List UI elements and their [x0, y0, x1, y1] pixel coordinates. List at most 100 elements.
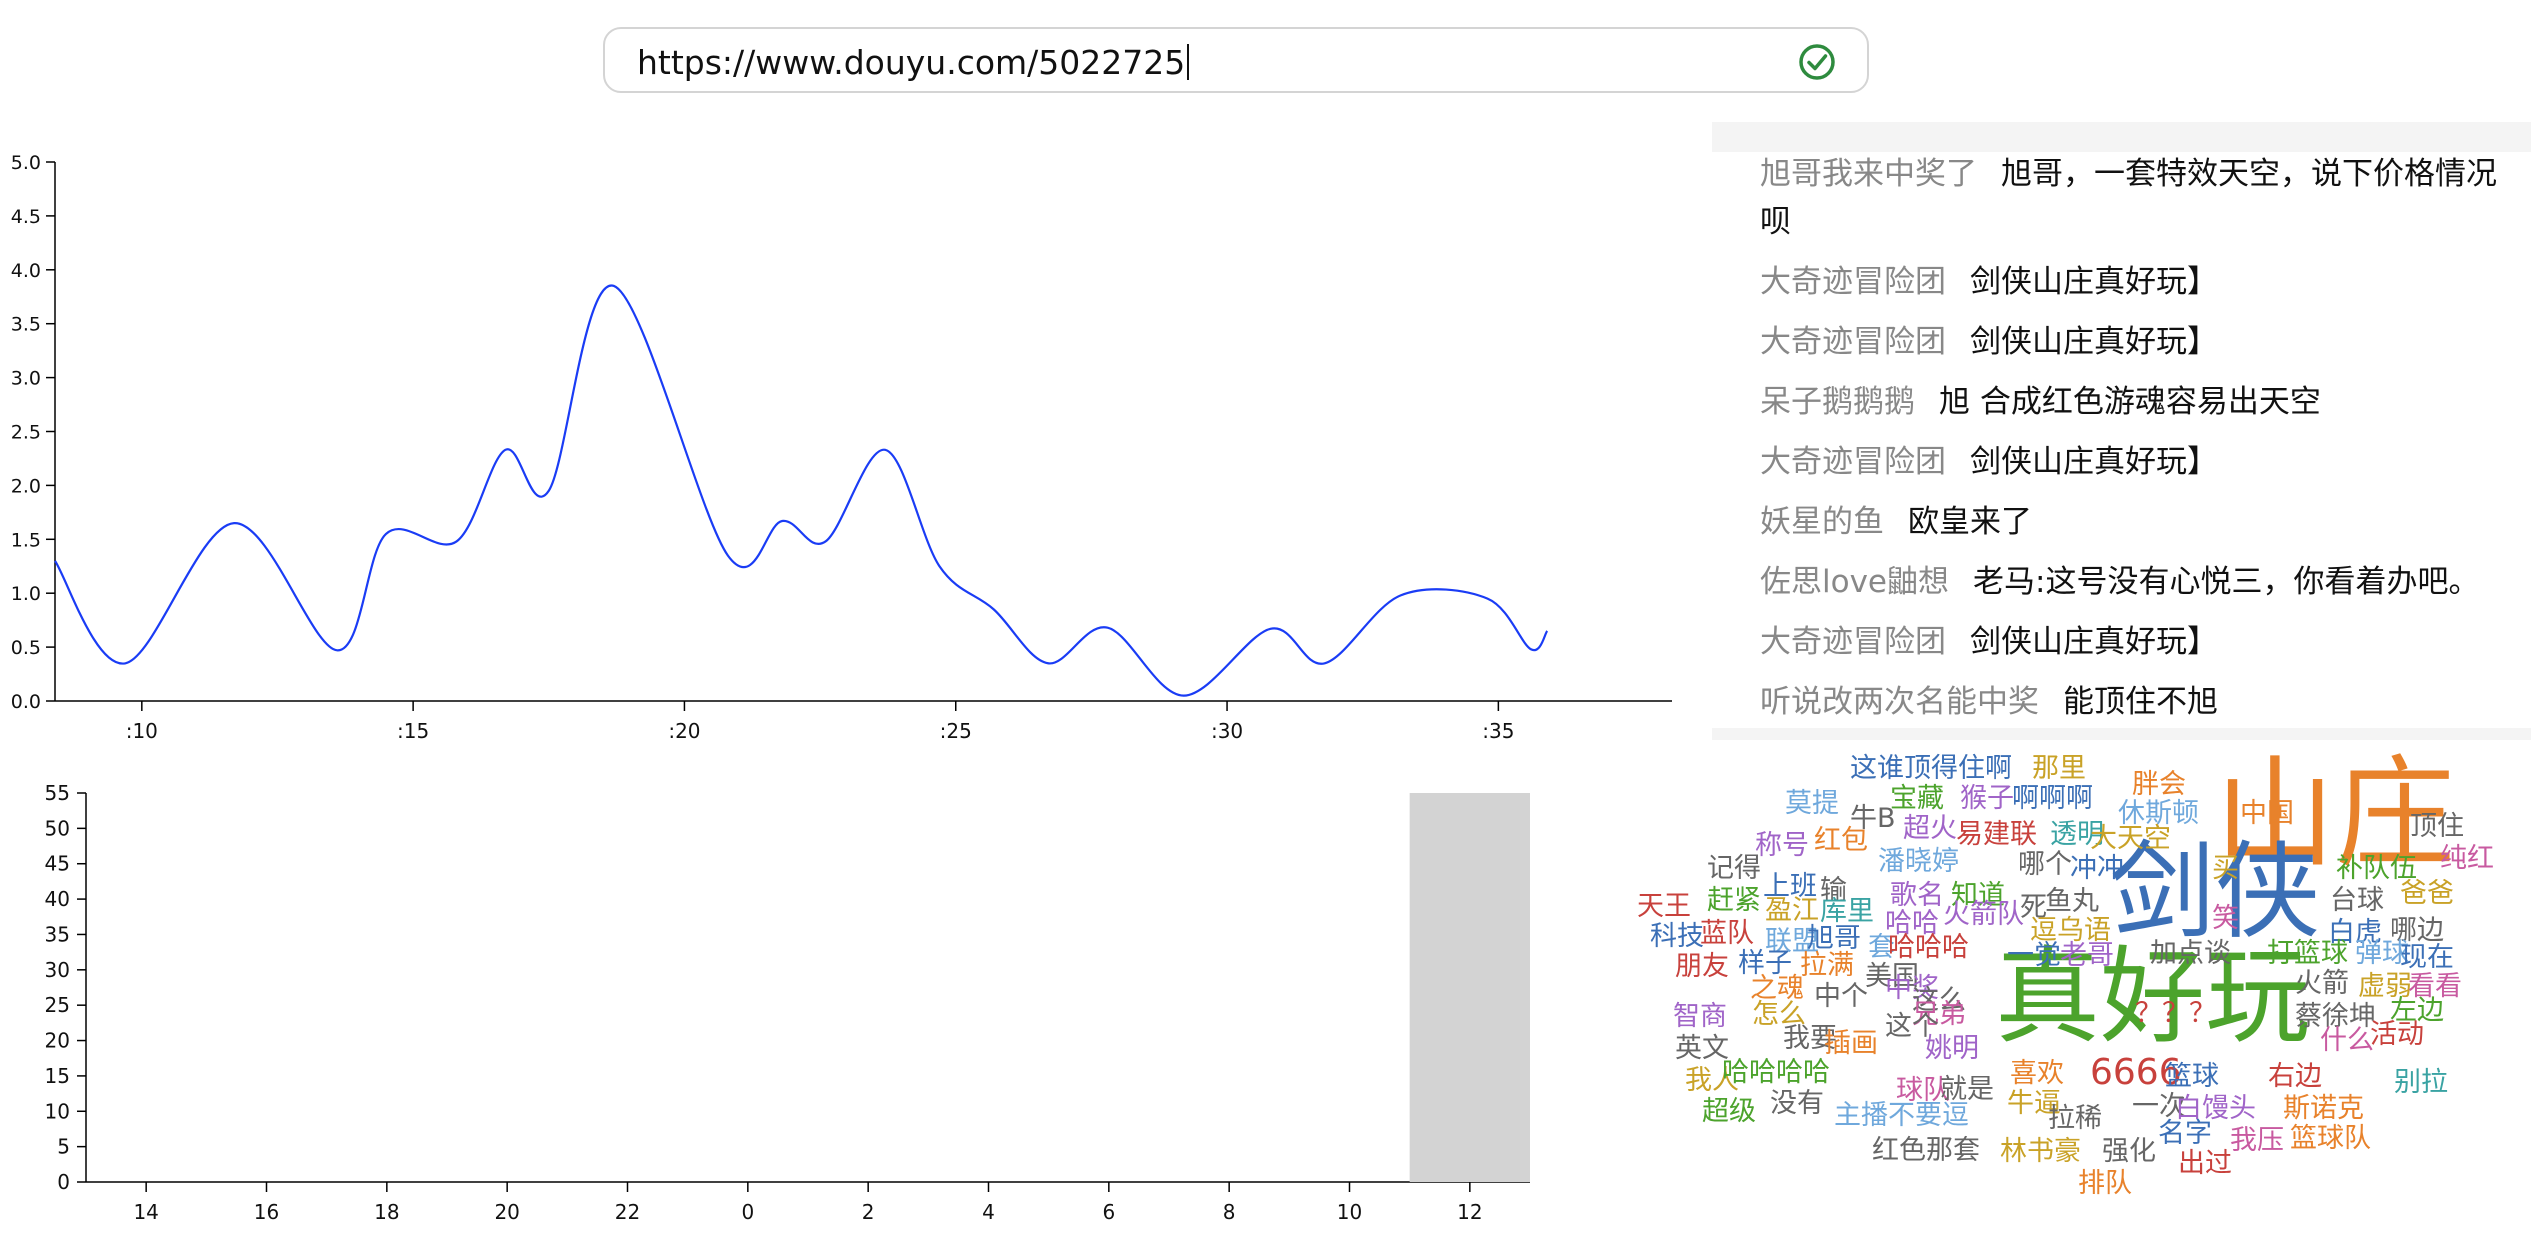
word-cloud-term: 哈哈哈	[1888, 932, 1969, 963]
word-cloud-term: 之魂	[1750, 973, 1804, 1004]
word-cloud-term: 牛B	[1850, 803, 1896, 834]
word-cloud-term: 白虎	[2328, 917, 2382, 948]
comment-username: 大奇迹冒险团	[1760, 264, 1946, 300]
word-cloud-term: 买	[2212, 853, 2239, 884]
x-tick-label: :20	[668, 719, 700, 743]
y-tick-label: 25	[45, 993, 70, 1017]
word-cloud-term: 看看	[2408, 971, 2462, 1002]
comment-text: 剑侠山庄真好玩】	[1970, 264, 2218, 300]
word-cloud-term: 超级	[1702, 1096, 1756, 1127]
word-cloud-term: 中个	[1814, 981, 1868, 1012]
comment-text: 剑侠山庄真好玩】	[1970, 324, 2218, 360]
comment-item: 听说改两次名能中奖 能顶住不旭	[1760, 678, 2511, 726]
x-tick-label: 12	[1457, 1200, 1482, 1224]
word-cloud-term: 没有	[1770, 1088, 1824, 1119]
word-cloud-term: 补队伍	[2336, 853, 2417, 884]
word-cloud-term: 爸爸	[2400, 878, 2454, 909]
word-cloud-term: 活动	[2370, 1019, 2424, 1050]
comment-text: 能顶住不旭	[2063, 684, 2218, 720]
y-tick-label: 55	[45, 781, 70, 805]
comment-list: 旭哥我来中奖了 旭哥，一套特效天空，说下价格情况呗 大奇迹冒险团 剑侠山庄真好玩】 大奇…	[1760, 150, 2511, 738]
word-cloud-term: 赶紧	[1707, 885, 1761, 916]
word-cloud-term: 排队	[2078, 1168, 2132, 1199]
comment-item: 呆子鹅鹅鹅旭 合成红色游魂容易出天空	[1760, 378, 2511, 426]
danmaku-comment-panel[interactable]: 旭哥我来中奖了 旭哥，一套特效天空，说下价格情况呗 大奇迹冒险团 剑侠山庄真好玩】 大奇…	[1712, 122, 2531, 740]
x-tick-label: 22	[615, 1200, 640, 1224]
word-cloud-term: 这么	[1912, 985, 1966, 1016]
comment-username: 大奇迹冒险团	[1760, 324, 1946, 360]
word-cloud-term: 球队	[1896, 1075, 1950, 1106]
word-cloud-term: 火箭	[2295, 968, 2349, 999]
y-tick-label: 1.5	[11, 529, 41, 551]
word-cloud-term: 别拉	[2394, 1067, 2448, 1098]
word-cloud-term: 我压	[2230, 1125, 2284, 1156]
x-tick-label: :10	[126, 719, 158, 743]
comment-item: 大奇迹冒险团 剑侠山庄真好玩】	[1760, 258, 2511, 306]
word-cloud-term: 篮球	[2165, 1061, 2219, 1092]
word-cloud-term: 这个	[1885, 1011, 1939, 1042]
y-tick-label: 0.0	[11, 691, 41, 713]
comment-username: 呆子鹅鹅鹅	[1760, 384, 1915, 420]
word-cloud-term: 易建联	[1956, 819, 2037, 850]
word-cloud-term: 英文	[1675, 1033, 1729, 1064]
word-cloud-term: 胖会	[2132, 769, 2186, 800]
word-cloud-term: 库里	[1820, 896, 1874, 927]
word-cloud-term: 蔡徐坤	[2295, 1001, 2376, 1032]
word-cloud-term: 潘晓婷	[1878, 846, 1959, 877]
word-cloud-term: 啊啊啊	[2012, 783, 2093, 814]
y-tick-label: 10	[45, 1099, 70, 1123]
y-tick-label: 4.0	[11, 260, 41, 282]
word-cloud-term: 我人	[1685, 1065, 1739, 1096]
word-cloud-term: 一觉	[2007, 940, 2061, 971]
word-cloud-term: 主播不要逗	[1834, 1100, 1969, 1131]
y-tick-label: 3.0	[11, 368, 41, 390]
word-cloud-term: 透明	[2050, 819, 2104, 850]
y-tick-label: 30	[45, 958, 70, 982]
y-tick-label: 3.5	[11, 314, 41, 336]
hourly-count-bar-chart: 0 5 10 15 20 25 30 35 40 45 50 55 14 16 18 20 22 0 2 4 6 8 10 1…	[45, 781, 1530, 1224]
y-tick-label: 0.5	[11, 637, 41, 659]
word-cloud-term: 左边	[2390, 995, 2444, 1026]
word-cloud-term: 蓝队	[1700, 918, 1754, 949]
word-cloud-term: 弹球	[2355, 938, 2409, 969]
word-cloud-term: 大天空	[2090, 823, 2171, 854]
word-cloud-term: 剑侠	[2110, 831, 2321, 953]
x-tick-label: :15	[397, 719, 429, 743]
comment-text: 剑侠山庄真好玩】	[1970, 444, 2218, 480]
word-cloud-term: 美国	[1865, 961, 1919, 992]
word-cloud-term: 宝藏	[1890, 783, 1944, 814]
comment-panel-bottom-bar	[1712, 728, 2531, 740]
comment-item: 旭哥我来中奖了 旭哥，一套特效天空，说下价格情况呗	[1760, 150, 2511, 246]
word-cloud-term: 姚明	[1925, 1033, 1979, 1064]
url-input[interactable]: https://www.douyu.com/5022725	[603, 27, 1869, 93]
word-cloud-term: 智商	[1673, 1001, 1727, 1032]
word-cloud-term: 牛逼	[2007, 1088, 2061, 1119]
word-cloud-term: ？？？	[2135, 998, 2216, 1029]
word-cloud-term: 哪边	[2390, 915, 2444, 946]
comment-username: 听说改两次名能中奖	[1760, 684, 2039, 720]
word-cloud-term: 右边	[2268, 1061, 2322, 1092]
word-cloud-term: 样子	[1738, 948, 1792, 979]
word-cloud-term: 冲冲	[2070, 853, 2124, 884]
word-cloud-term: 联盟	[1765, 926, 1819, 957]
word-cloud-term: 那里	[2032, 753, 2086, 784]
word-cloud-term: 记得	[1707, 853, 1761, 884]
x-tick-label: 16	[254, 1200, 279, 1224]
word-cloud-term: 这谁顶得住啊	[1850, 753, 2012, 784]
word-cloud-term: 逗乌语	[2030, 915, 2111, 946]
y-tick-label: 5.0	[11, 152, 41, 174]
comment-item: 佐思love鼬想 老马:这号没有心悦三，你看着办吧。	[1760, 558, 2511, 606]
word-cloud-term: 输	[1820, 875, 1847, 906]
y-tick-label: 0	[57, 1170, 70, 1194]
word-cloud-term: 顶住	[2410, 811, 2464, 842]
comment-text: 欧皇来了	[1908, 504, 2032, 540]
word-cloud-term: 什么	[2320, 1025, 2374, 1056]
comment-item: 大奇迹冒险团 剑侠山庄真好玩】	[1760, 438, 2511, 486]
x-tick-label: 8	[1223, 1200, 1236, 1224]
word-cloud-term: 称号	[1755, 830, 1809, 861]
comment-item: 大奇迹冒险团 剑侠山庄真好玩】	[1760, 318, 2511, 366]
word-cloud-term: 红色那套	[1872, 1135, 1980, 1166]
comment-text: 旭哥，一套特效天空，说下价格情况呗	[1760, 156, 2497, 240]
word-cloud-term: 现在	[2400, 942, 2454, 973]
word-cloud-term: 哪个	[2018, 849, 2072, 880]
